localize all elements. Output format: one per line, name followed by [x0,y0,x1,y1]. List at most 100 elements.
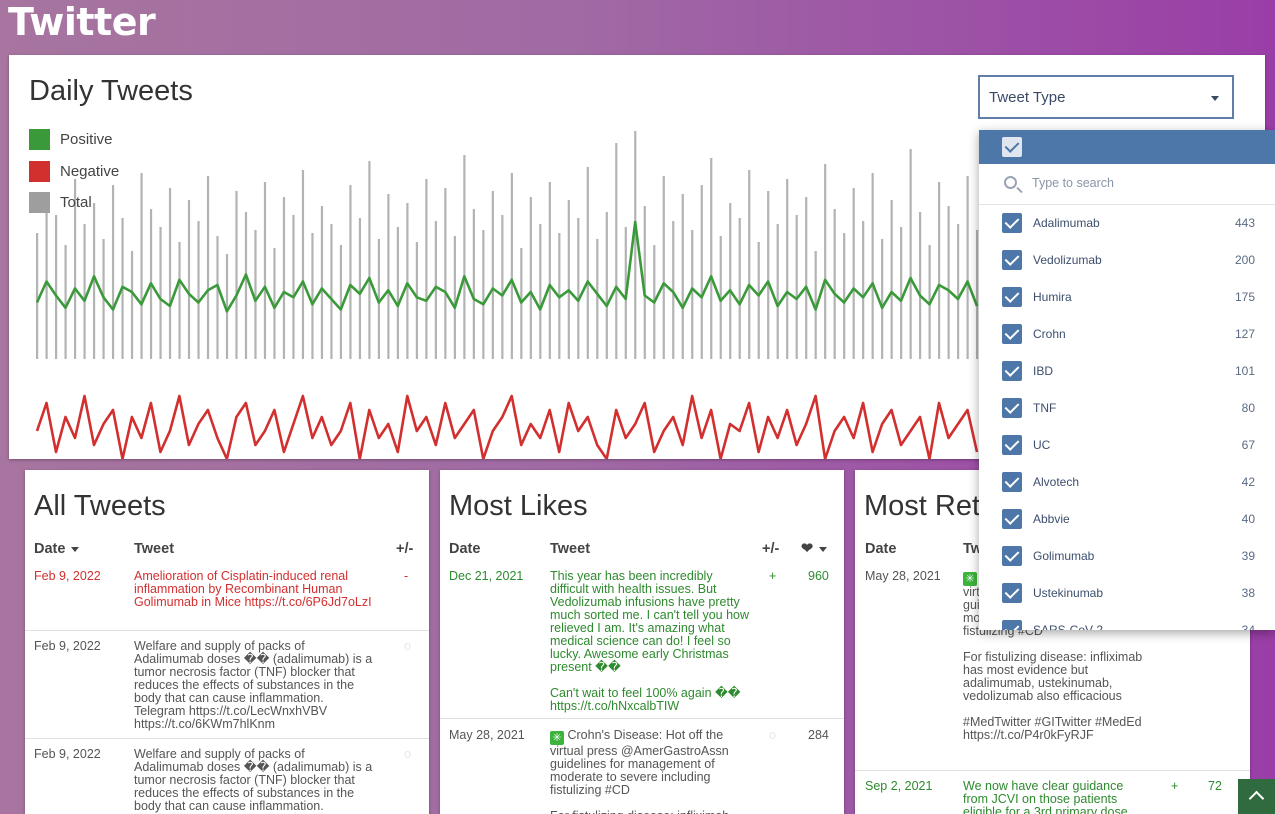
option-checkbox[interactable] [1002,583,1022,603]
total-bar [463,155,466,359]
option-count: 443 [1234,216,1255,230]
column-header-date[interactable]: Date [34,541,80,557]
total-bar [311,233,314,359]
table-row[interactable]: Feb 9, 2022 Amelioration of Cisplatin-in… [25,568,429,631]
total-bar [320,206,324,359]
header-label: Date [34,541,66,557]
dropdown-option[interactable]: Humira 175 [979,279,1275,316]
total-bar [748,170,751,359]
table-row[interactable]: May 28, 2021 ✳ Crohn's Disease: Hot off … [440,719,844,814]
legend-item-positive[interactable]: Positive [29,124,119,156]
total-bar [339,245,343,359]
total-bar [795,215,798,359]
total-bar [301,170,305,359]
option-checkbox[interactable] [1002,361,1022,381]
option-checkbox[interactable] [1002,620,1022,630]
tweet-text: Amelioration of Cisplatin-induced renal … [134,569,372,609]
total-bar [691,230,694,359]
option-checkbox[interactable] [1002,324,1022,344]
dropdown-option[interactable]: TNF 80 [979,390,1275,427]
search-icon [1004,176,1017,189]
total-bar [567,200,570,359]
column-header-sentiment[interactable]: +/- [762,541,780,557]
option-label: IBD [1033,364,1054,378]
dropdown-option[interactable]: Alvotech 42 [979,464,1275,501]
option-checkbox[interactable] [1002,472,1022,492]
legend-swatch-positive [29,129,50,151]
column-header-tweet[interactable]: Tweet [550,541,591,557]
total-bar [282,197,286,359]
legend-swatch-negative [29,160,50,182]
select-all-row[interactable] [979,130,1275,164]
dropdown-option[interactable]: Golimumab 39 [979,538,1275,575]
option-count: 175 [1234,290,1255,304]
tweet-text: We now have clear guidance from JCVI on … [963,779,1128,814]
tweet-type-select[interactable]: Tweet Type [978,75,1234,119]
total-bar [710,158,713,359]
option-label: TNF [1033,401,1057,415]
negative-line [35,394,979,459]
total-bar [833,209,836,359]
dropdown-option[interactable]: Vedolizumab 200 [979,242,1275,279]
total-bar [159,227,162,359]
total-bar [767,191,770,359]
sentiment-value: + [1171,779,1179,793]
legend-item-total[interactable]: Total [29,187,119,219]
total-bar [482,230,485,359]
column-header-date[interactable]: Date [865,541,897,557]
dropdown-option[interactable]: IBD 101 [979,353,1275,390]
dropdown-option[interactable]: Abbvie 40 [979,501,1275,538]
column-header-date[interactable]: Date [449,541,481,557]
likes-count: 284 [808,728,829,742]
total-bar [700,185,703,359]
all-tweets-panel: All Tweets Date Tweet +/- Feb 9, 2022 Am… [25,470,429,814]
app-title: Twitter [8,0,156,44]
tweet-date: May 28, 2021 [449,728,525,742]
total-bar [444,188,447,359]
total-bar [862,221,865,359]
table-row[interactable]: Feb 9, 2022 Welfare and supply of packs … [25,739,429,814]
total-bar [36,233,39,359]
total-bar [216,236,219,359]
dropdown-option[interactable]: Ustekinumab 38 [979,575,1275,612]
column-header-sentiment[interactable]: +/- [396,541,414,557]
option-label: Golimumab [1033,549,1095,563]
dropdown-option[interactable]: SARS-CoV-2 34 [979,612,1275,630]
tweet-date: Feb 9, 2022 [34,747,101,761]
total-bar [349,185,352,359]
total-bar [776,224,779,359]
option-checkbox[interactable] [1002,546,1022,566]
total-bar [73,179,77,359]
column-header-tweet[interactable]: Tweet [134,541,175,557]
table-row[interactable]: Feb 9, 2022 Welfare and supply of packs … [25,631,429,739]
total-bar [681,194,684,359]
option-checkbox[interactable] [1002,250,1022,270]
dropdown-option[interactable]: Adalimumab 443 [979,205,1275,242]
option-checkbox[interactable] [1002,509,1022,529]
column-header-likes[interactable]: ❤ [801,541,828,557]
tweet-text: This year has been incredibly difficult … [550,569,750,713]
dropdown-option[interactable]: Crohn 127 [979,316,1275,353]
table-row[interactable]: Dec 21, 2021 This year has been incredib… [440,568,844,719]
total-bar [843,233,846,359]
dropdown-option[interactable]: UC 67 [979,427,1275,464]
select-all-checkbox[interactable] [1002,137,1022,157]
option-checkbox[interactable] [1002,435,1022,455]
tweet-text: ✳ Crohn's Disease: Hot off the virtual p… [550,729,750,814]
option-label: SARS-CoV-2 [1033,623,1104,630]
option-checkbox[interactable] [1002,398,1022,418]
legend-item-negative[interactable]: Negative [29,156,119,188]
likes-count: 960 [808,569,829,583]
sentiment-value: + [769,569,777,583]
option-checkbox[interactable] [1002,287,1022,307]
total-bar [672,221,675,359]
search-input[interactable] [1032,176,1252,190]
sort-desc-icon [71,546,80,552]
option-checkbox[interactable] [1002,213,1022,233]
total-bar [596,239,599,359]
option-count: 38 [1241,586,1255,600]
table-row[interactable]: Sep 2, 2021 We now have clear guidance f… [855,771,1250,814]
total-bar [92,203,96,359]
scroll-to-top-button[interactable] [1238,779,1275,814]
option-count: 67 [1241,438,1255,452]
